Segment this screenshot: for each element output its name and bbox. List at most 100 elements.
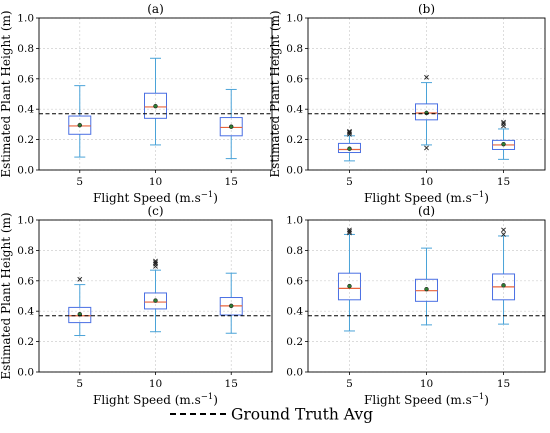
plot-frame — [38, 219, 273, 373]
mean-marker — [77, 122, 82, 128]
outlier-stroke — [501, 121, 506, 127]
x-tick-label: 10 — [149, 176, 162, 188]
y-tick-label: 0.2 — [286, 336, 303, 348]
mean-marker — [347, 146, 352, 151]
panel-d: 0.0 0.2 0.4 0.6 0.8 1.0 5 10 15 (d) Flight Speed (… — [286, 204, 546, 407]
box-5 — [337, 128, 361, 162]
outlier-stroke — [347, 227, 352, 233]
panel-title: (d) — [418, 204, 435, 218]
panel-c: 0.0 0.2 0.4 0.6 0.8 1.0 5 10 15 (c) Flight Speed (… — [0, 204, 273, 407]
outlier-stroke — [347, 128, 352, 134]
box-5 — [68, 276, 92, 337]
x-tick-label: 15 — [225, 176, 238, 188]
outlier-marker — [347, 128, 352, 134]
mean-marker — [229, 303, 234, 309]
box-10 — [144, 57, 167, 146]
y-tick-label: 0.0 — [286, 367, 303, 379]
legend-label: Ground Truth Avg — [231, 406, 373, 424]
y-tick-label: 0.4 — [286, 104, 303, 116]
mean-marker — [229, 124, 234, 129]
outlier-marker — [501, 119, 506, 125]
outlier-marker — [153, 260, 158, 265]
x-axis-label: Flight Speed (m.s−1) — [93, 190, 218, 205]
plot-frame — [38, 17, 273, 171]
outlier-stroke — [347, 130, 352, 136]
y-tick-label: 0.6 — [17, 73, 34, 85]
y-tick-label: 0.4 — [286, 306, 303, 318]
outlier-stroke — [424, 74, 429, 80]
box-15 — [492, 227, 516, 325]
iqr-box — [68, 115, 92, 135]
mean-marker — [501, 141, 506, 147]
outlier-marker — [153, 258, 158, 264]
x-axis-label-suffix: ) — [213, 393, 218, 407]
y-tick-label: 1.0 — [17, 13, 34, 25]
iqr-box — [68, 306, 92, 324]
panel-a: 0.0 0.2 0.4 0.6 0.8 1.0 5 10 15 (a) Flight Speed (… — [0, 2, 273, 205]
x-axis-label-suffix: ) — [484, 393, 489, 407]
y-axis-label: Estimated Plant Height (m) — [0, 212, 13, 379]
y-tick-label: 0.0 — [17, 367, 34, 379]
y-tick-label: 0.8 — [17, 43, 34, 55]
y-tick-label: 0.4 — [17, 306, 34, 318]
y-axis-label: Estimated Plant Height (m) — [0, 10, 13, 177]
panel-title: (b) — [418, 2, 435, 16]
outlier-stroke — [153, 258, 158, 264]
box-10 — [144, 258, 167, 333]
outlier-marker — [501, 232, 506, 237]
iqr-box — [219, 117, 243, 137]
outlier-stroke — [153, 260, 158, 265]
outlier-marker — [424, 145, 429, 151]
mean-marker — [501, 283, 506, 288]
box-5 — [68, 85, 92, 158]
x-axis-label-main: Flight Speed (m.s — [93, 393, 201, 407]
outlier-stroke — [501, 232, 506, 237]
box-10 — [415, 247, 438, 326]
x-axis-label-superscript: −1 — [201, 392, 214, 402]
panel-title: (c) — [147, 204, 163, 218]
x-tick-label: 15 — [225, 378, 238, 390]
plot-frame — [307, 17, 546, 171]
outlier-marker — [347, 129, 352, 135]
mean-marker — [424, 286, 429, 292]
y-tick-label: 0.8 — [17, 245, 34, 257]
x-axis-label: Flight Speed (m.s−1) — [93, 392, 218, 407]
outlier-marker — [347, 227, 352, 233]
mean-marker — [347, 283, 352, 289]
panel-b: 0.0 0.2 0.4 0.6 0.8 1.0 5 10 15 (b) Flight Speed (… — [268, 2, 546, 205]
x-tick-label: 5 — [346, 378, 353, 390]
iqr-box — [144, 292, 167, 310]
y-tick-label: 0.2 — [286, 134, 303, 146]
y-tick-label: 1.0 — [286, 215, 303, 227]
outlier-stroke — [77, 276, 83, 282]
outlier-marker — [424, 74, 429, 80]
x-tick-label: 5 — [346, 176, 353, 188]
y-tick-label: 0.0 — [17, 165, 34, 177]
x-axis-label: Flight Speed (m.s−1) — [364, 190, 489, 205]
x-tick-label: 10 — [149, 378, 162, 390]
iqr-box — [144, 92, 167, 119]
x-tick-label: 5 — [76, 378, 83, 390]
x-axis-label: Flight Speed (m.s−1) — [364, 392, 489, 407]
y-tick-label: 0.2 — [17, 336, 34, 348]
x-tick-label: 10 — [420, 378, 433, 390]
box-15 — [492, 119, 516, 160]
outlier-stroke — [501, 119, 506, 125]
y-tick-label: 1.0 — [286, 13, 303, 25]
outlier-stroke — [501, 227, 506, 233]
x-axis-label-main: Flight Speed (m.s — [364, 191, 472, 205]
box-15 — [219, 272, 243, 334]
box-15 — [219, 88, 243, 160]
outlier-stroke — [347, 228, 352, 234]
x-tick-label: 5 — [76, 176, 83, 188]
y-tick-label: 0.2 — [17, 134, 34, 146]
x-axis-label-superscript: −1 — [201, 190, 214, 200]
y-tick-label: 0.8 — [286, 245, 303, 257]
outlier-marker — [347, 130, 352, 136]
y-tick-label: 0.4 — [17, 104, 34, 116]
figure-legend: Ground Truth Avg — [170, 406, 373, 424]
iqr-box — [415, 103, 438, 121]
outlier-stroke — [424, 145, 429, 151]
outlier-marker — [501, 121, 506, 127]
y-tick-label: 0.0 — [286, 165, 303, 177]
